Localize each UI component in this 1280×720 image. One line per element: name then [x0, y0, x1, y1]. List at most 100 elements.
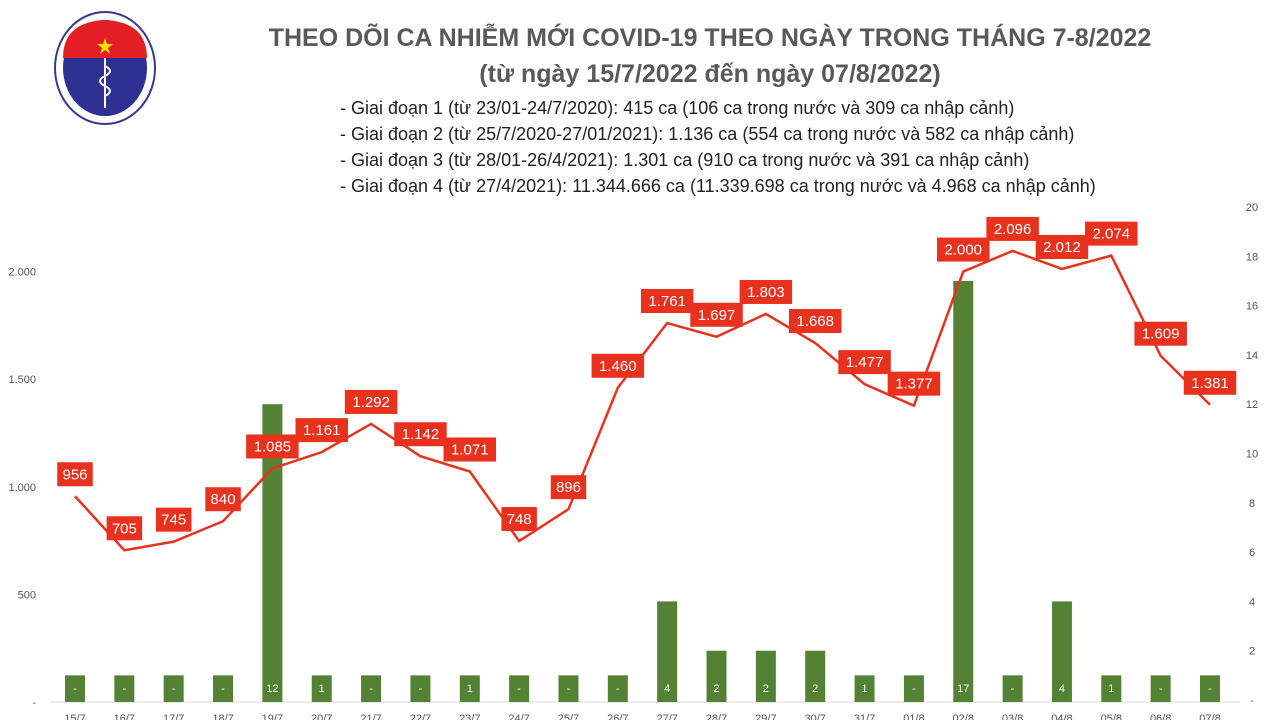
- death-bar: [607, 675, 628, 702]
- cases-data-label: 1.477: [846, 354, 884, 371]
- x-axis-tick: 19/7: [262, 713, 283, 720]
- death-bar-label: 1: [467, 683, 473, 695]
- death-bar: [213, 675, 234, 702]
- cases-label-box: [501, 507, 537, 532]
- death-bar: [311, 675, 332, 702]
- cases-data-label: 956: [62, 466, 87, 483]
- right-axis-tick: 10: [1246, 449, 1258, 461]
- cases-data-label: 1.292: [352, 394, 390, 411]
- cases-label-box: [788, 309, 842, 334]
- death-bar-label: 1: [862, 683, 868, 695]
- left-axis-tick: 500: [18, 589, 36, 601]
- death-bar: [755, 650, 776, 702]
- death-bar-label: 12: [266, 683, 278, 695]
- chart-title: THEO DÕI CA NHIỄM MỚI COVID-19 THEO NGÀY…: [268, 24, 1152, 52]
- cases-data-label: 2.000: [944, 242, 982, 259]
- death-bar-label: 1: [319, 683, 325, 695]
- cases-data-label: 745: [161, 512, 186, 529]
- cases-data-label: 2.074: [1093, 226, 1131, 243]
- cases-data-label: 1.761: [648, 293, 686, 310]
- x-axis-tick: 07/8: [1199, 713, 1220, 720]
- x-axis-tick: 29/7: [755, 713, 776, 720]
- cases-label-box: [1134, 321, 1187, 346]
- ministry-of-health-logo: [54, 11, 156, 125]
- death-bar: [163, 675, 184, 702]
- right-axis-tick: 4: [1249, 596, 1255, 608]
- death-bar-label: -: [172, 683, 176, 695]
- cases-data-label: 1.085: [254, 438, 292, 455]
- note-phase-1: - Giai đoạn 1 (từ 23/01-24/7/2020): 415 …: [340, 98, 1015, 118]
- cases-data-label: 1.381: [1191, 375, 1229, 392]
- death-bar-label: -: [1208, 683, 1212, 695]
- x-axis-tick: 22/7: [410, 713, 431, 720]
- right-axis-tick-zero: -: [1250, 695, 1254, 707]
- x-axis-tick: 31/7: [854, 713, 875, 720]
- x-axis-tick: 27/7: [656, 713, 677, 720]
- x-axis-tick: 30/7: [805, 713, 826, 720]
- cases-label-box: [550, 475, 587, 500]
- death-bar: [558, 675, 579, 702]
- cases-label-box: [205, 487, 241, 512]
- cases-label-box: [1183, 370, 1237, 395]
- cases-label-box: [739, 279, 793, 304]
- death-bar: [459, 675, 480, 702]
- right-axis-tick: 16: [1246, 301, 1258, 313]
- death-bar-label: 2: [713, 683, 719, 695]
- cases-label-box: [394, 422, 447, 447]
- death-bar-label: -: [1011, 683, 1015, 695]
- cases-label-box: [106, 516, 143, 541]
- death-bar-label: -: [369, 683, 373, 695]
- cases-data-label: 1.668: [796, 313, 834, 330]
- cases-data-label: 1.142: [402, 426, 440, 443]
- x-axis-tick: 26/7: [607, 713, 628, 720]
- death-bar: [361, 675, 382, 702]
- right-axis-tick: 12: [1246, 399, 1258, 411]
- left-axis-tick: 1.000: [8, 482, 36, 494]
- x-axis-tick: 24/7: [508, 713, 529, 720]
- cases-label-box: [591, 353, 645, 378]
- death-bar: [262, 404, 283, 702]
- right-axis-tick: 6: [1249, 547, 1255, 559]
- cases-label-box: [887, 371, 941, 396]
- x-axis-tick: 20/7: [311, 713, 332, 720]
- cases-data-label: 1.161: [303, 422, 341, 439]
- death-bar-label: 1: [1108, 683, 1114, 695]
- death-bar: [706, 650, 727, 702]
- death-bar-label: -: [419, 683, 423, 695]
- cases-label-box: [155, 507, 192, 532]
- death-bar: [1002, 675, 1023, 702]
- death-bar: [805, 650, 826, 702]
- cases-data-label: 1.377: [895, 376, 933, 393]
- death-bar: [953, 280, 974, 702]
- cases-label-box: [1085, 221, 1138, 246]
- right-axis-tick: 18: [1246, 251, 1258, 263]
- death-bar-label: 2: [812, 683, 818, 695]
- death-bar: [854, 675, 875, 702]
- x-axis-tick: 05/8: [1101, 713, 1122, 720]
- x-axis-tick: 18/7: [212, 713, 233, 720]
- cases-label-box: [838, 350, 891, 375]
- cases-label-box: [57, 462, 93, 487]
- cases-label-box: [344, 389, 398, 414]
- chart-subtitle: (từ ngày 15/7/2022 đến ngày 07/8/2022): [479, 60, 941, 88]
- cases-label-box: [640, 289, 694, 314]
- death-bar-label: 4: [1059, 683, 1065, 695]
- cases-data-label: 2.012: [1043, 239, 1081, 256]
- death-bar-label: 17: [957, 683, 969, 695]
- death-bar-label: -: [221, 683, 225, 695]
- death-bar: [1200, 675, 1220, 702]
- cases-data-label: 1.803: [747, 284, 785, 301]
- death-bar-label: -: [123, 683, 127, 695]
- death-bar: [657, 601, 678, 702]
- death-bar: [903, 675, 924, 702]
- note-phase-4: - Giai đoạn 4 (từ 27/4/2021): 11.344.666…: [340, 176, 1096, 196]
- cases-label-box: [690, 302, 743, 327]
- death-bar: [114, 675, 135, 702]
- death-bar-label: -: [73, 683, 77, 695]
- right-axis-tick: 20: [1246, 202, 1258, 214]
- death-bar-label: -: [517, 683, 521, 695]
- cases-data-label: 2.096: [994, 221, 1032, 238]
- death-bar-label: 2: [763, 683, 769, 695]
- cases-data-label: 896: [556, 479, 581, 496]
